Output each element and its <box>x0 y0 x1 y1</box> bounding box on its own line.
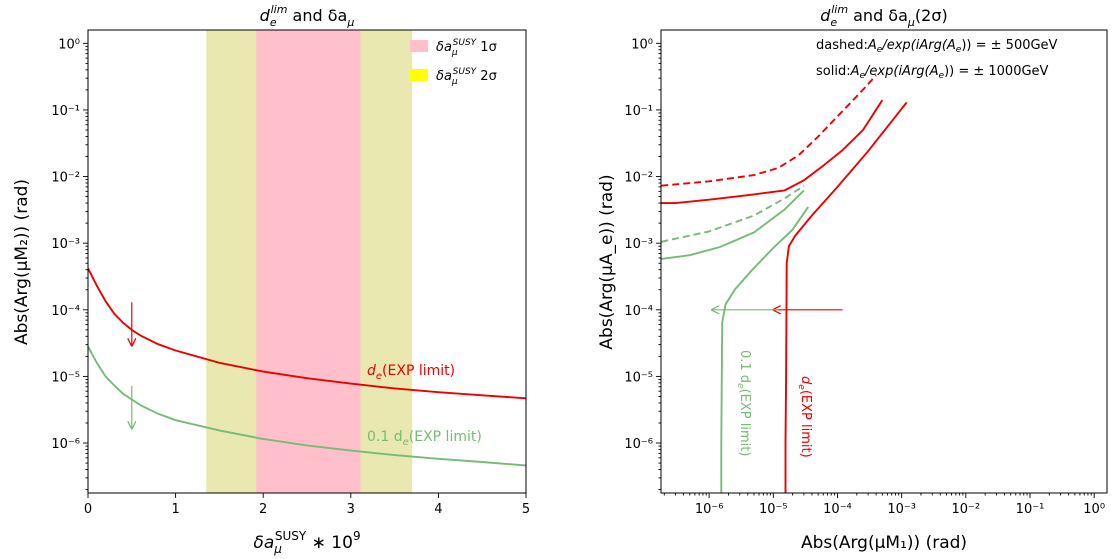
x-axis-ticks: 10⁻⁶ 10⁻⁵ 10⁻⁴ 10⁻³ 10⁻² 10⁻¹ 10⁰ <box>663 493 1105 517</box>
legend: δaμSUSY 1σ δaμSUSY 2σ <box>410 38 497 87</box>
annotation-01de-limit: 0.1 de(EXP limit) <box>735 350 752 456</box>
series-lines <box>88 267 526 467</box>
y-axis-label: Abs(Arg(μM₂)) (rad) <box>12 179 32 345</box>
y-tick-label-1: 10⁻⁵ <box>51 370 80 385</box>
x-axis-label: δaμSUSY ∗ 109 <box>253 529 360 556</box>
band-1 <box>256 30 361 493</box>
y-tick-label-4: 10⁻² <box>51 171 80 186</box>
series-line-2 <box>784 101 908 493</box>
chart-title: delim and δaμ(2σ) <box>820 3 947 29</box>
sigma-bands <box>206 30 413 493</box>
x-axis-ticks: 0 1 2 3 4 5 <box>84 493 530 517</box>
x-axis-label: Abs(Arg(μM₁)) (rad) <box>801 533 967 553</box>
chart-right: 10⁻⁶ 10⁻⁵ 10⁻⁴ 10⁻³ 10⁻² 10⁻¹ 10⁰ 10⁻⁶ 10⁻⁵ 10⁻⁴… <box>597 3 1108 553</box>
y-tick-label-0: 10⁻⁶ <box>51 437 80 452</box>
y-tick-label-1: 10⁻⁵ <box>624 370 653 385</box>
y-axis-ticks: 10⁻⁶ 10⁻⁵ 10⁻⁴ 10⁻³ 10⁻² 10⁻¹ 10⁰ <box>624 37 661 491</box>
note-dashed: dashed:Ae/exp(iArg(Ae)) = ± 500GeV <box>816 38 1058 55</box>
x-tick-label-1: 1 <box>171 502 179 517</box>
plot-frame <box>87 29 527 494</box>
legend-swatch-2sigma <box>410 69 428 81</box>
y-axis-ticks: 10⁻⁶ 10⁻⁵ 10⁻⁴ 10⁻³ 10⁻² 10⁻¹ 10⁰ <box>51 37 88 491</box>
y-tick-label-6: 10⁰ <box>58 37 80 52</box>
x-tick-label-4: 10⁻² <box>952 502 981 517</box>
y-tick-label-2: 10⁻⁴ <box>51 304 80 319</box>
annotation-de-limit: de(EXP limit) <box>796 376 813 458</box>
legend-swatch-1sigma <box>410 40 428 52</box>
series-line-1 <box>88 346 526 467</box>
chart-left: 0 1 2 3 4 5 10⁻⁶ 10⁻⁵ 10⁻⁴ 10⁻³ 10⁻² 10⁻¹ 10⁰ delim… <box>12 3 530 556</box>
plot-frame <box>660 29 1108 494</box>
series-line-0 <box>661 74 877 187</box>
y-tick-label-3: 10⁻³ <box>624 237 653 252</box>
x-tick-label-1: 10⁻⁵ <box>759 502 788 517</box>
note-solid: solid:Ae/exp(iArg(Ae)) = ± 1000GeV <box>816 64 1049 81</box>
chart-title: delim and δaμ <box>260 3 355 29</box>
legend-label-1sigma: δaμSUSY 1σ <box>436 38 497 58</box>
y-tick-label-5: 10⁻¹ <box>51 104 80 119</box>
x-tick-label-5: 10⁻¹ <box>1016 502 1045 517</box>
y-axis-label: Abs(Arg(μA_e)) (rad) <box>597 174 617 349</box>
y-tick-label-3: 10⁻³ <box>51 237 80 252</box>
y-tick-label-2: 10⁻⁴ <box>624 304 653 319</box>
x-tick-label-3: 10⁻³ <box>887 502 916 517</box>
legend-label-2sigma: δaμSUSY 2σ <box>436 67 497 87</box>
series-line-0 <box>88 267 526 400</box>
series-line-3 <box>661 184 805 243</box>
x-tick-label-3: 3 <box>347 502 355 517</box>
x-tick-label-4: 4 <box>434 502 442 517</box>
series-line-1 <box>661 99 884 205</box>
annotation-01de-limit: 0.1 de(EXP limit) <box>367 429 482 448</box>
y-tick-label-5: 10⁻¹ <box>624 104 653 119</box>
series-line-4 <box>661 189 805 260</box>
y-tick-label-4: 10⁻² <box>624 171 653 186</box>
annotation-de-limit: de(EXP limit) <box>367 363 455 382</box>
x-tick-label-0: 0 <box>84 502 92 517</box>
series-line-5 <box>720 206 809 493</box>
x-tick-label-5: 5 <box>522 502 530 517</box>
y-tick-label-0: 10⁻⁶ <box>624 437 653 452</box>
x-tick-label-2: 2 <box>259 502 267 517</box>
series-lines <box>661 74 908 493</box>
x-tick-label-0: 10⁻⁶ <box>695 502 724 517</box>
x-tick-label-2: 10⁻⁴ <box>823 502 852 517</box>
y-tick-label-6: 10⁰ <box>631 37 653 52</box>
x-tick-label-6: 10⁰ <box>1083 502 1105 517</box>
